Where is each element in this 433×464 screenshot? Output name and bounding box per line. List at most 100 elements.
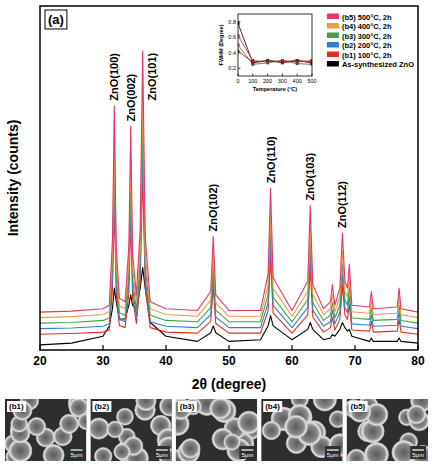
legend-swatch [327,61,339,67]
sem-sphere [114,444,130,460]
x-tick-label: 40 [159,354,173,368]
sem-image [176,399,257,461]
sem-scale-box [69,446,85,459]
sem-sphere [262,421,280,439]
plot-frame [40,6,418,350]
sem-sphere [313,399,336,411]
inset-y-tick-label: 0.8 [228,19,236,25]
inset-marker [281,61,284,64]
inset-y-tick-label: 0.4 [228,50,236,56]
sem-sphere [28,418,46,436]
x-tick-label: 20 [33,354,47,368]
sem-sphere [347,449,365,461]
sem-scale-bar [412,449,424,450]
sem-label-box [178,401,197,412]
sem-label: (b1) [9,402,24,411]
sem-label: (b5) [351,402,366,411]
inset-x-tick-label: 100 [248,78,257,84]
figure: 203040506070802θ (degree)Intensity (coun… [0,0,433,464]
legend-label: (b4) 400°C, 2h [342,22,392,31]
legend-label: (b3) 300°C, 2h [342,32,392,41]
sem-scale-label: 5μm [71,452,83,458]
x-tick-label: 30 [96,354,110,368]
x-tick-label: 50 [222,354,236,368]
sem-image [261,399,342,461]
sem-sphere [238,411,258,433]
panel-label: (a) [48,12,64,27]
sem-sphere [181,439,200,458]
xrd-line [40,51,418,312]
sem-scale-bar [156,449,168,450]
sem-scale-bar [241,449,253,450]
sem-sphere [78,413,86,429]
inset-line [238,36,312,62]
sem-sphere [285,415,308,438]
sem-sphere [407,405,426,424]
sem-image [90,399,171,461]
legend-swatch [327,33,339,39]
x-tick-label: 80 [411,354,425,368]
peak-label: ZnO(102) [207,183,219,231]
inset-line [238,45,312,64]
peak-label: ZnO(103) [304,153,316,201]
sem-scale-label: 5μm [156,452,168,458]
x-tick-label: 60 [285,354,299,368]
sem-sphere [107,421,124,438]
sem-label-box [7,401,26,412]
inset-x-tick-label: 400 [293,78,302,84]
sem-sphere [224,434,240,450]
legend-label: (b1) 100°C, 2h [342,51,392,60]
inset-y-tick-label: 0.2 [228,65,236,71]
inset-x-tick-label: 500 [307,78,316,84]
sem-sphere [136,399,156,411]
legend-label: (b2) 200°C, 2h [342,41,392,50]
sem-label-box [92,401,111,412]
legend-label: (b5) 500°C, 2h [342,13,392,22]
y-axis-title: Intensity (counts) [5,120,21,237]
sem-label-box [349,401,368,412]
sem-sphere [329,411,342,428]
peak-label: ZnO(100) [108,53,120,101]
peak-label: ZnO(101) [146,52,158,100]
sem-sphere [160,399,172,416]
inset-marker [296,59,299,62]
sem-label: (b3) [180,402,195,411]
sem-scale-box [325,446,341,459]
sem-scale-label: 5μm [327,452,339,458]
sem-scale-label: 5μm [241,452,253,458]
sem-sphere [364,442,388,461]
peak-label: ZnO(110) [265,136,277,183]
sem-scale-bar [71,449,83,450]
inset-x-tick-label: 200 [263,78,272,84]
inset-y-title: FWHM (Degree) [218,24,224,65]
sem-label-box [263,401,282,412]
sem-image [347,399,428,461]
inset-y-tick-label: 0.6 [228,34,236,40]
sem-sphere [43,445,64,461]
sem-label: (b2) [94,402,109,411]
sem-image [5,399,86,461]
inset-x-title: Temperature (°C) [253,86,297,92]
inset-marker [251,61,254,64]
inset-frame [238,14,312,76]
inset-marker [296,62,299,65]
inset-series-group [238,22,312,66]
series-group [40,51,418,345]
sem-sphere [95,447,112,461]
x-axis-title: 2θ (degree) [192,376,266,392]
sem-scale-box [154,446,170,459]
xrd-line [40,151,418,329]
sem-sphere [60,414,79,433]
plot-background [40,6,418,350]
inset-x-tick-label: 300 [278,78,287,84]
sem-sphere [210,399,231,419]
inset-x-tick-label: 0 [236,78,239,84]
xrd-line [40,95,418,317]
sem-scale-label: 5μm [412,452,424,458]
peak-label: ZnO(002) [125,73,137,121]
sem-scale-bar [327,449,339,450]
inset-marker [266,59,269,62]
sem-scale-box [410,446,426,459]
legend-swatch [327,52,339,58]
peak-label: ZnO(112) [336,181,348,228]
